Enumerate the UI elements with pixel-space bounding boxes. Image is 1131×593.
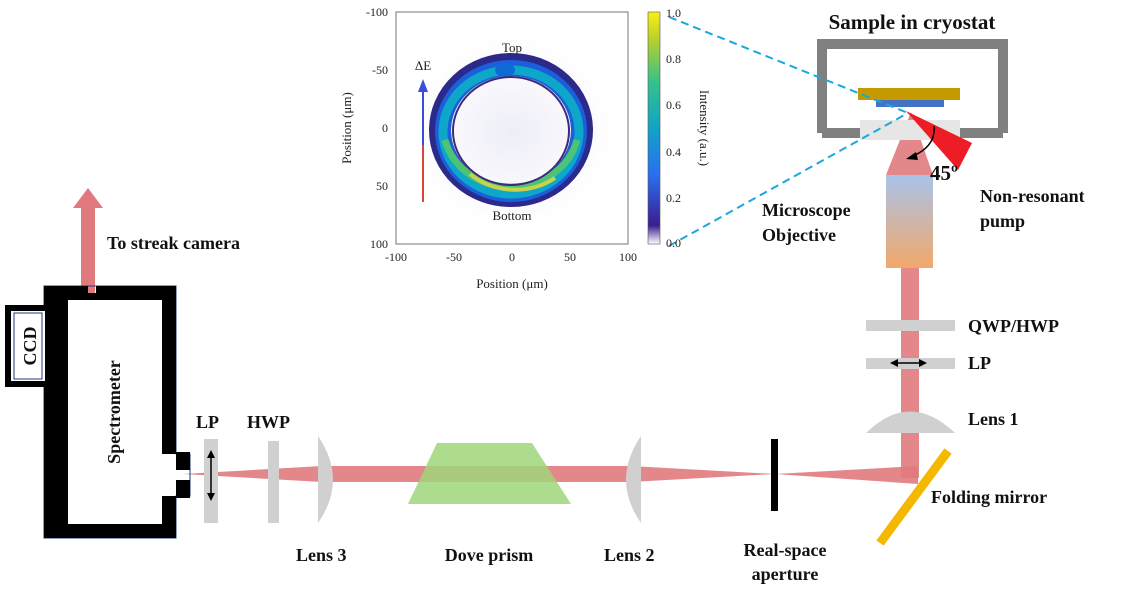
colorbar-tick: 0.2 <box>666 191 681 205</box>
lp-left-label: LP <box>196 412 219 432</box>
real-space-aperture <box>771 439 778 511</box>
lens3 <box>318 436 333 523</box>
lens1-label: Lens 1 <box>968 409 1019 429</box>
optics-vertical <box>866 175 955 433</box>
colorbar-tick: 0.4 <box>666 145 681 159</box>
inset-ylabel: Position (μm) <box>339 92 354 164</box>
optics-horizontal <box>204 436 952 546</box>
hwp-left <box>268 441 279 523</box>
lens3-label: Lens 3 <box>296 545 347 565</box>
colorbar-tick: 0.6 <box>666 98 681 112</box>
ccd-label: CCD <box>20 327 40 366</box>
x-tick: -50 <box>446 250 462 264</box>
qwp-hwp <box>866 320 955 331</box>
hwp-label: HWP <box>247 412 290 432</box>
to-streak-camera-label: To streak camera <box>107 233 240 253</box>
streak-arrow-icon <box>73 188 103 208</box>
folding-mirror-label: Folding mirror <box>931 487 1047 507</box>
angle-arc <box>912 125 935 157</box>
dove-prism <box>408 443 571 504</box>
x-tick: 0 <box>509 250 515 264</box>
lens2 <box>626 436 641 523</box>
aperture-label-1: Real-space <box>744 540 827 560</box>
lens2-label: Lens 2 <box>604 545 655 565</box>
colorbar <box>647 11 661 245</box>
top-label: Top <box>502 40 522 55</box>
folding-mirror <box>876 448 952 546</box>
y-tick: -50 <box>372 63 388 77</box>
bottom-label: Bottom <box>492 208 531 223</box>
non-resonant-pump <box>906 111 972 170</box>
zoom-lines <box>668 16 909 247</box>
objective-label-1: Microscope <box>762 200 851 220</box>
lens1 <box>866 411 955 433</box>
sample <box>858 88 960 100</box>
pump-label-2: pump <box>980 211 1025 231</box>
pump-label-1: Non-resonant <box>980 186 1085 206</box>
angle-label: 45º <box>930 161 958 185</box>
y-tick: 0 <box>382 121 388 135</box>
lp-right-label: LP <box>968 353 991 373</box>
dove-prism-label: Dove prism <box>445 545 534 565</box>
beam-converging <box>886 112 933 175</box>
inset-xlabel: Position (μm) <box>476 276 548 291</box>
cryostat <box>817 39 1008 170</box>
y-tick: -100 <box>366 5 388 19</box>
y-ticks: -100 -50 0 50 100 <box>366 5 388 251</box>
qwp-hwp-label: QWP/HWP <box>968 316 1059 336</box>
y-tick: 50 <box>376 179 388 193</box>
sample-label: Sample in cryostat <box>829 10 996 34</box>
streak-beam <box>81 206 95 298</box>
colorbar-tick: 0.8 <box>666 52 681 66</box>
labels: To streak camera LP HWP Lens 3 Dove pris… <box>107 10 1085 584</box>
objective-label-2: Objective <box>762 225 836 245</box>
colorbar-label: Intensity (a.u.) <box>697 90 712 166</box>
x-tick: 50 <box>564 250 576 264</box>
inset-plot: ΔE Top Bottom -100 -50 0 50 100 -100 -50… <box>339 5 712 291</box>
colorbar-tick: 0.0 <box>666 236 681 250</box>
plot-frame <box>395 11 629 245</box>
colorbar-tick: 1.0 <box>666 6 681 20</box>
x-ticks: -100 -50 0 50 100 <box>385 250 637 264</box>
energy-arrow-icon <box>418 79 428 92</box>
aperture-label-2: aperture <box>752 564 819 584</box>
beam-vertical <box>901 268 919 478</box>
microscope-objective <box>886 175 933 268</box>
substrate <box>876 100 944 107</box>
spectrometer-label: Spectrometer <box>104 360 124 464</box>
y-tick: 100 <box>370 237 388 251</box>
energy-label: ΔE <box>415 58 431 73</box>
x-tick: 100 <box>619 250 637 264</box>
x-tick: -100 <box>385 250 407 264</box>
colorbar-ticks: 1.0 0.8 0.6 0.4 0.2 0.0 <box>666 6 681 250</box>
spectrometer: CCD Spectrometer <box>5 285 191 539</box>
